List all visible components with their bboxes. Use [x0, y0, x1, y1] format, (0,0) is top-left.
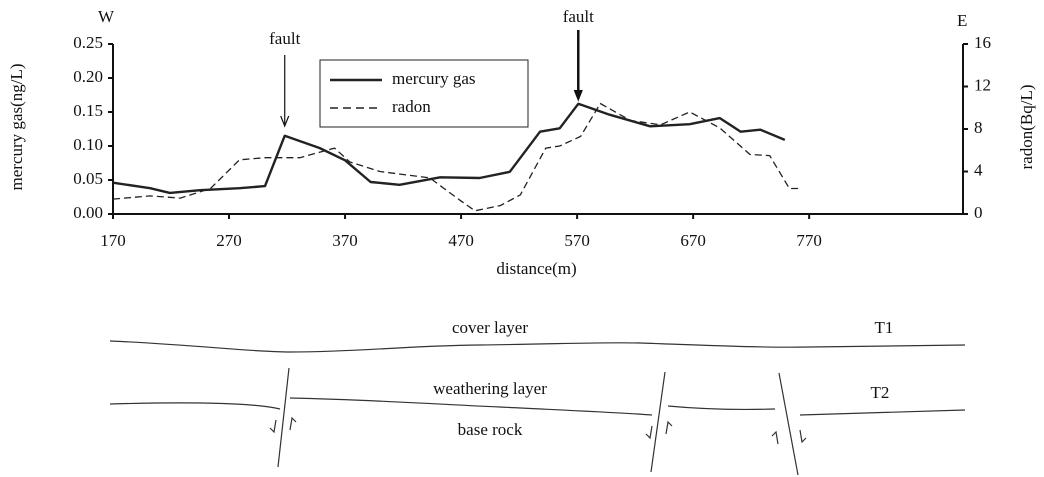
y-tick-label: 0.20	[73, 67, 103, 86]
y2-tick-label: 0	[974, 203, 983, 222]
y-tick-label: 0.00	[73, 203, 103, 222]
fault-line	[779, 373, 798, 475]
series-line	[113, 104, 785, 193]
diagram	[110, 341, 965, 475]
weathering-boundary	[110, 403, 280, 409]
fault-arrow	[772, 432, 778, 444]
y2-axis-label: radon(Bq/L)	[1017, 85, 1036, 170]
weathering-boundary	[800, 410, 965, 415]
y-axis-label: mercury gas(ng/L)	[7, 64, 26, 191]
fault-line	[278, 368, 289, 467]
x-tick-label: 470	[448, 231, 474, 250]
series-line	[113, 104, 800, 211]
layer-label: base rock	[458, 420, 523, 439]
fault-arrow	[270, 420, 276, 432]
fault-line	[651, 372, 665, 472]
y2-tick-label: 4	[974, 160, 983, 179]
x-tick-label: 370	[332, 231, 358, 250]
cover-boundary	[110, 341, 965, 352]
legend-label: mercury gas	[392, 69, 476, 88]
y-tick-label: 0.15	[73, 101, 103, 120]
y2-tick-label: 8	[974, 118, 983, 137]
layer-label: T2	[871, 383, 890, 402]
x-tick-label: 570	[564, 231, 590, 250]
layer-label: cover layer	[452, 318, 528, 337]
fault-arrow	[666, 422, 672, 434]
y-tick-label: 0.10	[73, 135, 103, 154]
fault-arrow	[646, 426, 652, 438]
legend-label: radon	[392, 97, 431, 116]
weathering-boundary	[668, 406, 775, 409]
fault-arrow	[290, 418, 296, 430]
y-tick-label: 0.25	[73, 33, 103, 52]
y-tick-label: 0.05	[73, 169, 103, 188]
annotation: fault	[563, 7, 594, 26]
fault-arrow	[800, 430, 806, 442]
y2-tick-label: 12	[974, 75, 991, 94]
x-tick-label: 270	[216, 231, 242, 250]
layer-label: weathering layer	[433, 379, 547, 398]
annotation: fault	[269, 29, 300, 48]
x-tick-label: 770	[796, 231, 822, 250]
x-axis-label: distance(m)	[496, 259, 576, 278]
corner-label: E	[957, 11, 967, 30]
figure: cover layer T1 weathering layer T2 base …	[0, 0, 1044, 477]
y2-tick-label: 16	[974, 33, 991, 52]
corner-label: W	[98, 7, 115, 26]
annotation-arrowhead	[574, 90, 582, 100]
layer-label: T1	[875, 318, 894, 337]
weathering-boundary	[290, 398, 652, 415]
x-tick-label: 670	[680, 231, 706, 250]
x-tick-label: 170	[100, 231, 126, 250]
